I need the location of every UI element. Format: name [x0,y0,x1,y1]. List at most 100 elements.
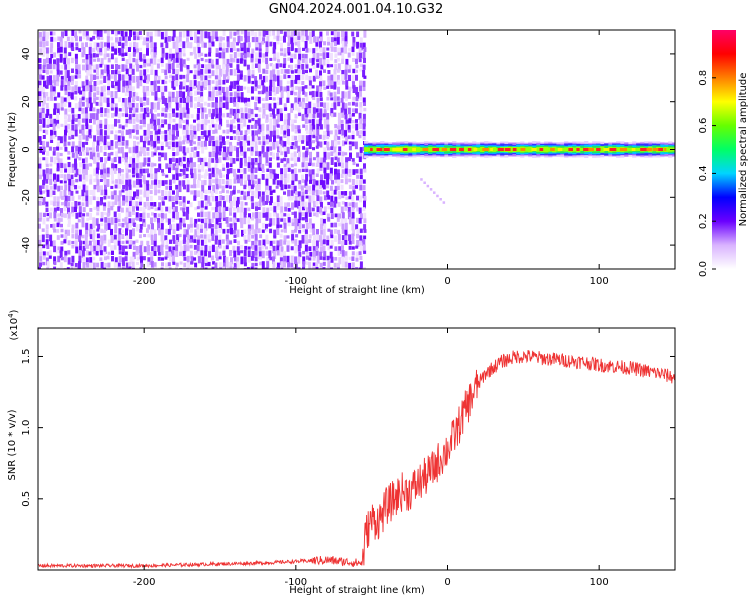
noise-cell [218,206,222,213]
noise-cell [93,30,97,35]
noise-cell [179,162,183,167]
noise-cell [333,30,337,38]
noise-cell [147,206,151,211]
noise-cell [356,163,359,167]
noise-cell [129,63,133,72]
noise-cell [96,124,100,132]
noise-cell [204,114,208,119]
noise-cell [43,174,47,181]
noise-cell [239,174,243,180]
signal-band-cell [628,147,633,152]
noise-cell [305,114,309,118]
noise-cell [255,223,259,230]
noise-cell [283,222,287,230]
noise-cell [42,97,46,105]
noise-cell [118,74,122,81]
noise-cell [247,196,251,200]
noise-cell [107,262,111,268]
noise-cell [172,207,176,212]
noise-cell [305,35,309,41]
noise-cell [100,261,104,269]
noise-cell [236,42,240,46]
noise-cell [114,107,118,115]
noise-cell [229,223,233,230]
noise-cell [135,250,139,256]
noise-cell [354,108,358,114]
noise-cell [153,262,157,269]
noise-cell [286,97,290,103]
noise-cell [175,141,179,148]
noise-cell [268,91,272,96]
signal-peak-cell [550,148,555,151]
noise-cell [308,162,312,166]
noise-cell [53,79,57,86]
noise-cell [233,234,237,238]
noise-cell [244,130,248,135]
noise-cell [120,169,124,173]
noise-cell [239,162,243,168]
noise-cell [222,30,226,36]
noise-cell [125,184,129,191]
noise-cell [345,123,349,131]
noise-cell [149,167,153,174]
noise-cell [178,173,182,177]
noise-cell [276,202,280,208]
noise-cell [70,174,74,180]
noise-cell [64,200,68,208]
noise-cell [100,135,103,143]
noise-cell [149,195,153,201]
noise-cell [283,261,286,268]
noise-cell [301,86,305,92]
noise-cell [225,245,229,250]
noise-cell [95,64,99,71]
noise-cell [183,97,186,104]
noise-cell [236,64,240,70]
noise-cell [42,218,46,225]
noise-cell [208,85,212,91]
noise-cell [363,107,367,112]
noise-cell [236,147,240,153]
noise-cell [212,261,216,265]
noise-cell [89,113,93,119]
noise-cell [311,30,315,37]
noise-cell [272,97,276,101]
noise-cell [272,152,276,160]
noise-cell [261,195,265,203]
noise-cell [362,179,366,184]
noise-cell [215,118,219,123]
noise-cell [262,207,266,213]
signal-band-cell [400,146,405,153]
noise-cell [129,68,133,74]
signal-band-cell [636,147,641,151]
noise-cell [315,189,319,196]
signal-band-cell [464,146,469,153]
noise-cell [132,31,136,36]
noise-cell [225,101,229,110]
noise-cell [81,96,85,101]
noise-cell [67,96,71,104]
noise-cell [243,173,247,180]
noise-cell [179,112,183,121]
noise-cell [359,261,363,269]
noise-cell [92,189,96,198]
noise-cell [221,163,225,169]
noise-cell [290,145,294,150]
noise-cell [298,212,302,221]
noise-cell [218,107,222,116]
noise-cell [320,202,323,209]
noise-cell [341,201,345,205]
noise-cell [340,240,344,246]
noise-cell [114,48,118,55]
noise-cell [287,217,291,223]
noise-cell [229,48,233,53]
noise-cell [279,145,283,152]
noise-cell [128,244,132,249]
noise-cell [236,80,240,85]
noise-cell [139,80,143,87]
noise-cell [150,41,154,49]
noise-cell [135,124,139,131]
noise-cell [237,118,240,123]
noise-cell [333,189,337,195]
noise-cell [203,101,207,106]
noise-cell [157,207,161,211]
